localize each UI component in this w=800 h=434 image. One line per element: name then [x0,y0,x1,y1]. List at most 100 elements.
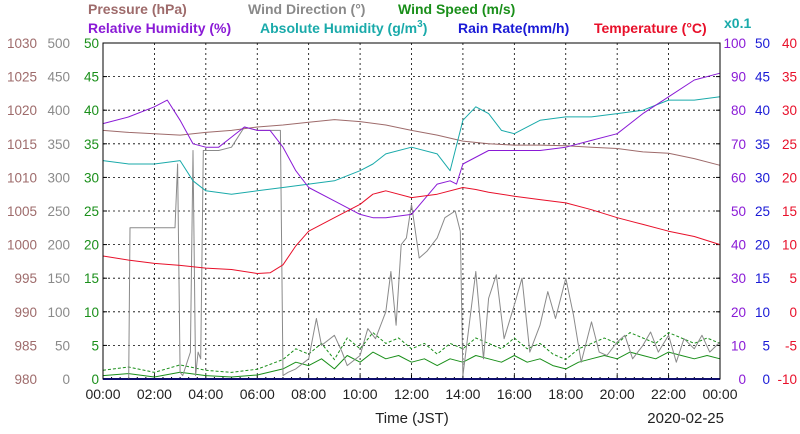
x-tick-label: 22:00 [651,386,686,402]
left-tick-label: 990 [14,305,37,320]
right-tick-label: 10 [731,338,746,353]
right-tick-label: 10 [782,238,797,253]
right-tick-label: 25 [782,137,797,152]
series-line-gust [102,331,721,373]
right-tick-label: 25 [755,204,770,219]
left-tick-label: 35 [84,137,99,152]
left-tick-label: 980 [14,372,37,387]
left-tick-label: 0 [62,372,70,387]
left-tick-label: 500 [47,36,70,51]
header-label: Wind Direction (°) [248,1,365,17]
x-tick-label: 18:00 [548,386,583,402]
right-tick-label: 30 [731,271,746,286]
x-tick-label: 04:00 [188,386,223,402]
header-label: Rain Rate(mm/h) [458,20,569,36]
x-tick-label: 06:00 [240,386,275,402]
right-tick-label: 15 [782,204,797,219]
x-axis: 00:00 02:00 04:00 06:00 08:00 10:00 12:00 14:00… [85,375,738,402]
left-tick-label: 5 [91,338,99,353]
right-tick-label: 50 [755,36,770,51]
left-tick-label: 100 [47,305,70,320]
right-tick-label: 20 [731,305,746,320]
left-tick-label: 0 [91,372,99,387]
right-tick-label: 45 [755,70,770,85]
right-tick-label: 5 [789,271,797,286]
series-line [102,187,721,274]
left-tick-label: 1025 [7,70,37,85]
left-tick-label: 450 [47,70,70,85]
x-tick-label: 14:00 [445,386,480,402]
x-tick-label: 12:00 [394,386,429,402]
right-tick-label: 30 [782,103,797,118]
header-label: Temperature (°C) [594,20,707,36]
left-tick-label: 1000 [7,238,37,253]
left-tick-label: 1015 [7,137,37,152]
header-label: Relative Humidity (%) [88,20,231,36]
left-tick-label: 200 [47,238,70,253]
right-tick-label: 40 [782,36,797,51]
left-tick-label: 400 [47,103,70,118]
right-tick-label: 100 [723,36,746,51]
right-tick-label: 0 [738,372,746,387]
header-row-1: Pressure (hPa) Wind Direction (°) Wind Spe… [88,1,515,17]
series-line [103,126,721,380]
x-tick-label: 08:00 [291,386,326,402]
left-tick-label: 30 [84,170,99,185]
left-tick-label: 25 [84,204,99,219]
x-tick-label: 00:00 [702,386,737,402]
left-tick-label: 1005 [7,204,37,219]
right-tick-label: 30 [755,170,770,185]
header-row-2: Relative Humidity (%) Absolute Humidity (… [88,19,707,36]
left-tick-label: 20 [84,238,99,253]
x-tick-label: 20:00 [600,386,635,402]
left-tick-label: 985 [14,338,37,353]
left-tick-label: 15 [84,271,99,286]
x-tick-label: 00:00 [85,386,120,402]
left-tick-label: 50 [55,338,70,353]
x-tick-label: 16:00 [497,386,532,402]
left-tick-label: 10 [84,305,99,320]
x-axis-label: Time (JST) [375,410,449,427]
plot-grid [103,43,720,379]
right-tick-label: 10 [755,305,770,320]
left-tick-label: 150 [47,271,70,286]
left-tick-label: 1020 [7,103,37,118]
left-tick-label: 350 [47,137,70,152]
header-label: Wind Speed (m/s) [398,1,515,17]
right-tick-label: 90 [731,70,746,85]
right-tick-label: 40 [731,238,746,253]
right-tick-label: 20 [782,170,797,185]
left-axes: 1030102510201015101010051000995990985980… [7,36,107,387]
plot-frame [102,42,721,380]
left-tick-label: 300 [47,170,70,185]
series-line [102,119,721,166]
left-tick-label: 50 [84,36,99,51]
right-tick-label: -5 [785,338,797,353]
left-tick-label: 45 [84,70,99,85]
x-tick-label: 10:00 [343,386,378,402]
chart-header: Pressure (hPa) Wind Direction (°) Wind Spe… [88,1,751,36]
left-tick-label: 250 [47,204,70,219]
right-tick-label: 0 [762,372,770,387]
right-tick-label: 35 [782,70,797,85]
right-tick-label: 20 [755,238,770,253]
x-tick-label: 02:00 [137,386,172,402]
left-tick-label: 1030 [7,36,37,51]
right-tick-label: 0 [789,305,797,320]
right-tick-label: 40 [755,103,770,118]
scale-note: x0.1 [724,15,751,31]
right-tick-label: 70 [731,137,746,152]
right-tick-label: 5 [762,338,770,353]
series-line [102,351,721,378]
chart-date: 2020-02-25 [647,410,724,427]
right-tick-label: 15 [755,271,770,286]
right-tick-label: 50 [731,204,746,219]
header-label: Absolute Humidity (g/m3) [260,19,427,36]
right-tick-label: 80 [731,103,746,118]
right-axes: 1009080706050403020100504540353025201510… [716,36,797,387]
left-tick-label: 1010 [7,170,37,185]
right-tick-label: -10 [777,372,797,387]
left-tick-label: 995 [14,271,37,286]
right-tick-label: 35 [755,137,770,152]
